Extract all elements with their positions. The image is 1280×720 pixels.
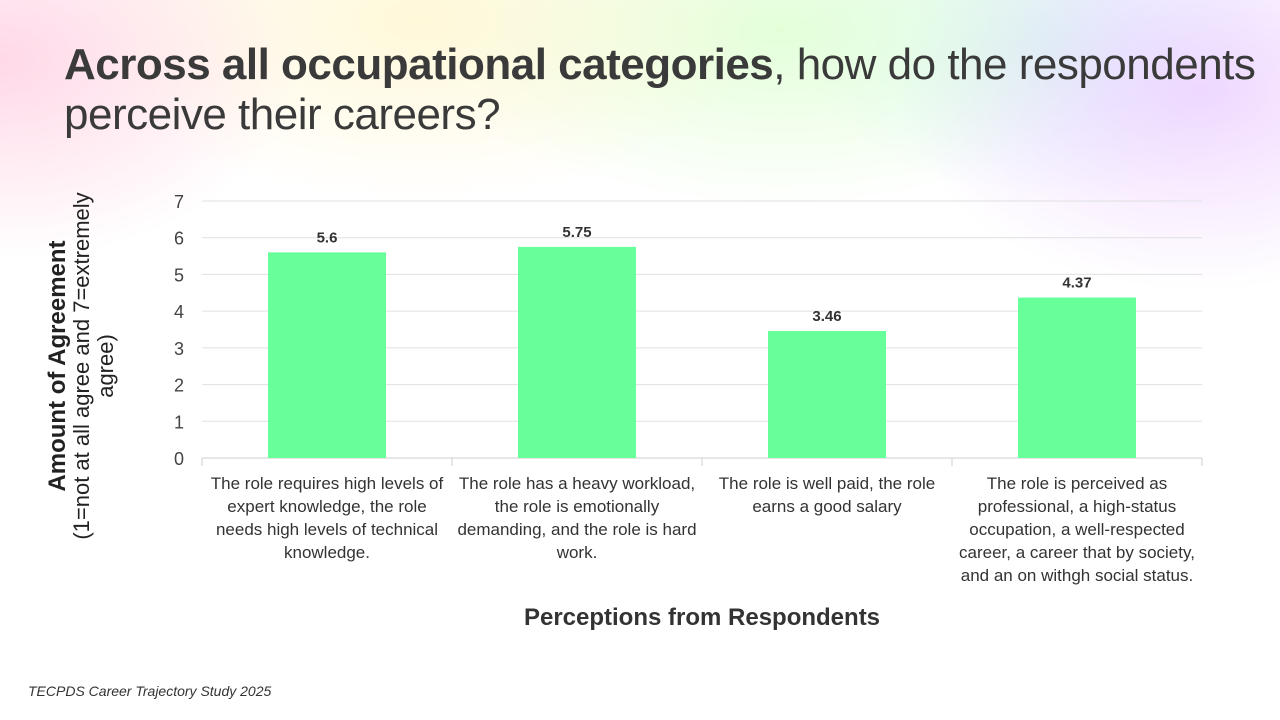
data-label: 5.75 [562, 224, 591, 241]
x-axis-label: Perceptions from Respondents [523, 604, 881, 631]
data-label: 4.37 [1062, 275, 1091, 292]
bar [768, 330, 886, 458]
bar [268, 252, 386, 458]
x-category-label: The role has a heavy workload, the role … [457, 474, 697, 562]
y-tick-label: 7 [174, 192, 184, 212]
x-category-label: The role is well paid, the role earns a … [718, 474, 936, 516]
data-label: 5.6 [317, 229, 338, 246]
data-label: 3.46 [812, 308, 841, 325]
y-tick-label: 2 [174, 376, 184, 396]
y-tick-label: 0 [174, 449, 184, 469]
y-tick-label: 4 [174, 302, 184, 322]
y-tick-label: 6 [174, 229, 184, 249]
x-category-label: The role is perceived as professional, a… [959, 474, 1195, 585]
source-note: TECPDS Career Trajectory Study 2025 [28, 683, 272, 699]
y-tick-label: 5 [174, 265, 184, 285]
bar [1018, 297, 1136, 458]
x-category-label: The role requires high levels of expert … [210, 474, 444, 562]
bar [518, 246, 636, 458]
y-tick-label: 1 [174, 412, 184, 432]
slide-title: Across all occupational categories, how … [64, 40, 1256, 139]
y-tick-label: 3 [174, 339, 184, 359]
